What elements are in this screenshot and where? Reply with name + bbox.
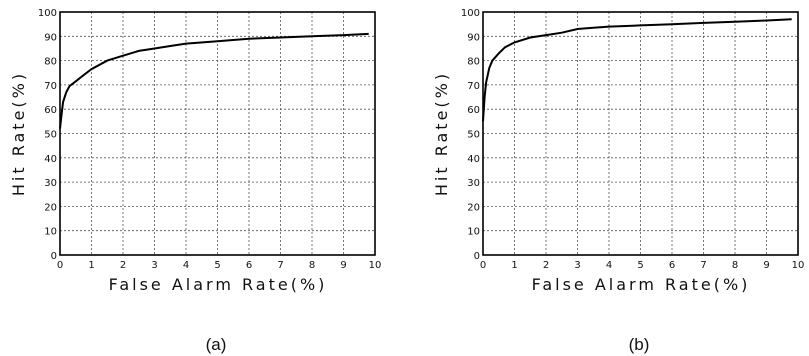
y-axis-title: Hit Rate(%) [9, 71, 28, 196]
x-tick-label: 3 [151, 260, 157, 271]
panel-label: (b) [629, 335, 650, 354]
x-tick-label: 10 [369, 260, 382, 271]
y-tick-label: 100 [38, 8, 57, 19]
x-tick-label: 8 [309, 260, 315, 271]
y-tick-label: 10 [44, 227, 57, 238]
x-tick-label: 0 [57, 260, 63, 271]
x-tick-label: 1 [88, 260, 94, 271]
x-tick-label: 9 [340, 260, 346, 271]
y-tick-label: 20 [44, 202, 57, 213]
x-tick-label: 6 [246, 260, 252, 271]
y-tick-label: 40 [467, 154, 480, 165]
y-tick-label: 30 [44, 178, 57, 189]
chart-panel-0: 0 1 2 3 4 5 6 7 8 9 100102030405060708090100False … [9, 8, 381, 354]
x-tick-label: 0 [480, 260, 486, 271]
y-tick-label: 40 [44, 154, 57, 165]
x-tick-label: 5 [637, 260, 643, 271]
y-tick-label: 70 [467, 81, 480, 92]
chart-panel-1: 0 1 2 3 4 5 6 7 8 9 100102030405060708090100False … [432, 8, 804, 354]
y-tick-label: 90 [44, 32, 57, 43]
y-tick-label: 50 [44, 130, 57, 141]
x-tick-label: 10 [792, 260, 805, 271]
x-tick-label: 4 [606, 260, 612, 271]
plot-frame [482, 11, 799, 256]
y-tick-label: 60 [467, 105, 480, 116]
x-tick-label: 7 [700, 260, 706, 271]
x-tick-label: 3 [574, 260, 580, 271]
x-tick-label: 1 [511, 260, 517, 271]
y-tick-label: 0 [51, 251, 57, 262]
x-tick-label: 4 [183, 260, 189, 271]
x-axis-title: False Alarm Rate(%) [532, 275, 751, 294]
series-line-0 [59, 32, 369, 129]
y-tick-label: 90 [467, 32, 480, 43]
x-tick-label: 7 [277, 260, 283, 271]
plot-frame [59, 11, 376, 256]
y-tick-label: 60 [44, 105, 57, 116]
y-tick-label: 30 [467, 178, 480, 189]
x-tick-label: 2 [120, 260, 126, 271]
y-tick-label: 20 [467, 202, 480, 213]
y-tick-label: 80 [467, 57, 480, 68]
y-tick-label: 70 [44, 81, 57, 92]
x-tick-label: 8 [732, 260, 738, 271]
y-tick-label: 10 [467, 227, 480, 238]
panel-label: (a) [206, 335, 227, 354]
y-axis-title: Hit Rate(%) [432, 71, 451, 196]
x-tick-label: 5 [214, 260, 220, 271]
y-tick-label: 80 [44, 57, 57, 68]
y-tick-label: 0 [474, 251, 480, 262]
series-line-0 [482, 18, 792, 122]
x-tick-label: 9 [763, 260, 769, 271]
y-tick-label: 50 [467, 130, 480, 141]
x-tick-label: 2 [543, 260, 549, 271]
x-axis-title: False Alarm Rate(%) [109, 275, 328, 294]
y-tick-label: 100 [461, 8, 480, 19]
x-tick-label: 6 [669, 260, 675, 271]
